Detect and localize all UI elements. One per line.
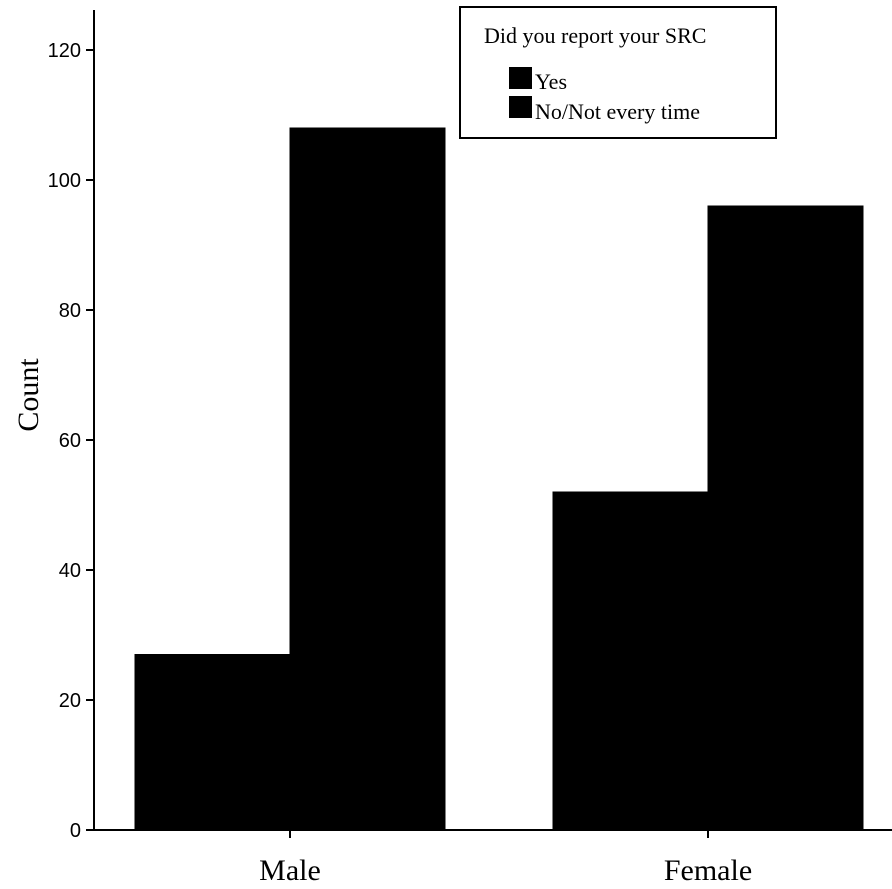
y-tick-label: 100: [48, 170, 81, 192]
y-tick-label: 80: [59, 300, 81, 322]
x-tick-label-male: Male: [259, 854, 321, 887]
legend-swatch-yes: [509, 67, 532, 89]
legend-label-no: No/Not every time: [535, 99, 700, 124]
bar-male-yes: [134, 654, 291, 831]
bars: [134, 127, 864, 831]
legend-swatch-no: [509, 96, 532, 118]
y-tick-label: 60: [59, 430, 81, 452]
y-ticks: 0 20 40 60 80 100 120: [48, 40, 94, 842]
x-ticks: Male Female: [259, 830, 752, 887]
y-tick-label: 40: [59, 560, 81, 582]
y-tick-label: 120: [48, 40, 81, 62]
y-tick-label: 0: [70, 820, 81, 842]
bar-female-no: [707, 205, 864, 831]
bar-female-yes: [552, 491, 709, 831]
x-tick-label-female: Female: [664, 854, 752, 887]
legend-label-yes: Yes: [535, 69, 567, 94]
y-axis: 0 20 40 60 80 100 120: [48, 10, 95, 842]
bar-male-no: [289, 127, 446, 831]
legend-title: Did you report your SRC: [484, 23, 706, 48]
y-axis-title: Count: [12, 358, 45, 432]
legend: Did you report your SRC Yes No/Not every…: [459, 6, 777, 139]
x-axis: Male Female: [94, 829, 892, 887]
y-tick-label: 20: [59, 690, 81, 712]
